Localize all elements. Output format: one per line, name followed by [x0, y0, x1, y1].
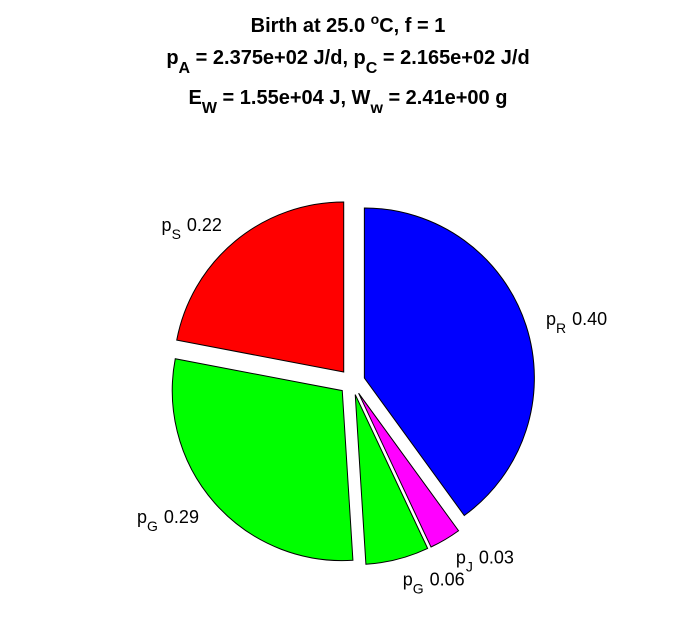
slice-label: pG 0.06	[403, 570, 465, 597]
pie-slice	[358, 392, 460, 548]
title-part: C, f = 1	[379, 15, 445, 37]
slice-label: pJ 0.03	[456, 548, 514, 575]
pie-slice	[363, 207, 535, 517]
title-sub: C	[366, 60, 378, 77]
label-name: p	[403, 570, 413, 590]
label-name: p	[456, 548, 466, 568]
label-value: 0.22	[187, 215, 222, 235]
pie-slice	[354, 394, 429, 565]
title-part: = 2.375e+02 J/d, p	[190, 47, 366, 69]
label-sub: J	[466, 559, 473, 575]
label-name: p	[162, 215, 172, 235]
label-value: 0.40	[572, 309, 607, 329]
label-value: 0.06	[430, 570, 465, 590]
title-line: Birth at 25.0 oC, f = 1	[251, 11, 446, 37]
title-part: E	[189, 87, 202, 109]
label-sub: R	[556, 320, 566, 336]
label-sub: G	[413, 581, 424, 597]
pie-slice	[176, 201, 345, 373]
slice-label: pG 0.29	[137, 507, 199, 534]
title-sub: W	[202, 100, 218, 117]
label-value: 0.03	[479, 548, 514, 568]
title-line: EW = 1.55e+04 J, Ww = 2.41e+00 g	[189, 87, 508, 117]
slice-label: pS 0.22	[162, 215, 222, 242]
title-sup: o	[371, 11, 380, 27]
title-part: p	[166, 47, 178, 69]
label-name: p	[546, 309, 556, 329]
label-name: p	[137, 507, 147, 527]
title-part: = 2.41e+00 g	[383, 87, 508, 109]
title-sub: w	[369, 100, 383, 117]
title-line: pA = 2.375e+02 J/d, pC = 2.165e+02 J/d	[166, 47, 529, 77]
title-part: = 1.55e+04 J, W	[217, 87, 371, 109]
slice-label: pR 0.40	[546, 309, 607, 336]
title-part: Birth at 25.0	[251, 15, 371, 37]
label-value: 0.29	[164, 507, 199, 527]
label-sub: S	[172, 226, 181, 242]
label-sub: G	[147, 518, 158, 534]
pie-slice	[171, 358, 354, 562]
title-sub: A	[179, 60, 191, 77]
title-part: = 2.165e+02 J/d	[377, 47, 529, 69]
